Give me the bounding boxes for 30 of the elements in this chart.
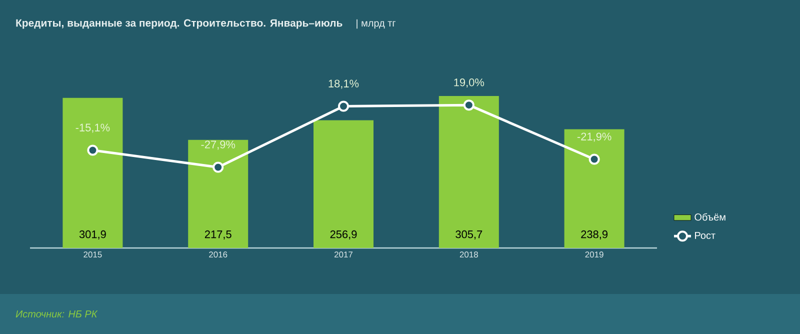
data-label: 305,7 — [456, 230, 482, 240]
legend-label: Рост — [695, 232, 716, 239]
x-tick-label: 2017 — [334, 252, 352, 258]
x-tick-label: 2019 — [585, 252, 604, 258]
bar — [188, 140, 248, 248]
x-tick-label: 2016 — [209, 252, 228, 258]
legend-label: Объём — [694, 213, 726, 221]
bar — [62, 98, 123, 248]
data-label: -27,9% — [201, 140, 236, 150]
data-label: 217,5 — [204, 230, 232, 240]
bar — [314, 120, 374, 248]
data-label: 19,0% — [454, 78, 484, 88]
data-label: 238,9 — [581, 230, 608, 240]
point — [588, 154, 600, 165]
point — [87, 144, 98, 156]
data-label: 18,1% — [328, 80, 359, 89]
data-label: 301,9 — [79, 230, 106, 240]
x-tick-label: 2018 — [460, 252, 478, 258]
data-label: 256,9 — [330, 230, 357, 240]
text: Источник: НБ РК — [16, 310, 98, 318]
bar — [438, 96, 499, 248]
point — [463, 100, 474, 111]
point — [338, 100, 350, 112]
chart-subtitle: | млрд тг — [356, 19, 396, 29]
bar — [564, 129, 624, 248]
chart-title: Кредиты, выданные за период. Строительство. Январь–июль — [16, 19, 342, 29]
x-tick-label: 2015 — [84, 252, 102, 258]
data-label: -21,9% — [577, 132, 612, 142]
point — [212, 162, 224, 173]
data-label: -15,1% — [76, 124, 110, 133]
